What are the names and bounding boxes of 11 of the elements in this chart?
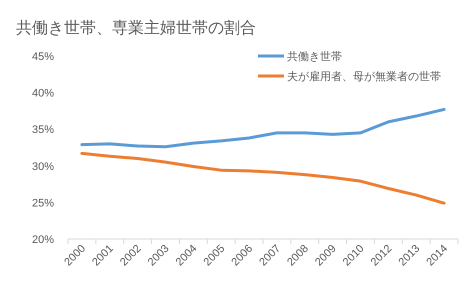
legend-label: 共働き世帯	[287, 50, 342, 63]
y-tick-label: 35%	[32, 124, 54, 136]
line-series	[80, 152, 446, 205]
y-tick-label: 30%	[32, 160, 54, 173]
chart-title: 共働き世帯、専業主婦世帯の割合	[16, 19, 256, 37]
y-tick-label: 40%	[32, 88, 54, 100]
line-series	[80, 108, 446, 148]
legend-label: 夫が雇用者、母が無業者の世帯	[287, 70, 441, 83]
y-tick-label: 45%	[32, 51, 54, 63]
y-tick-label: 25%	[32, 197, 54, 210]
y-tick-label: 20%	[32, 234, 54, 246]
